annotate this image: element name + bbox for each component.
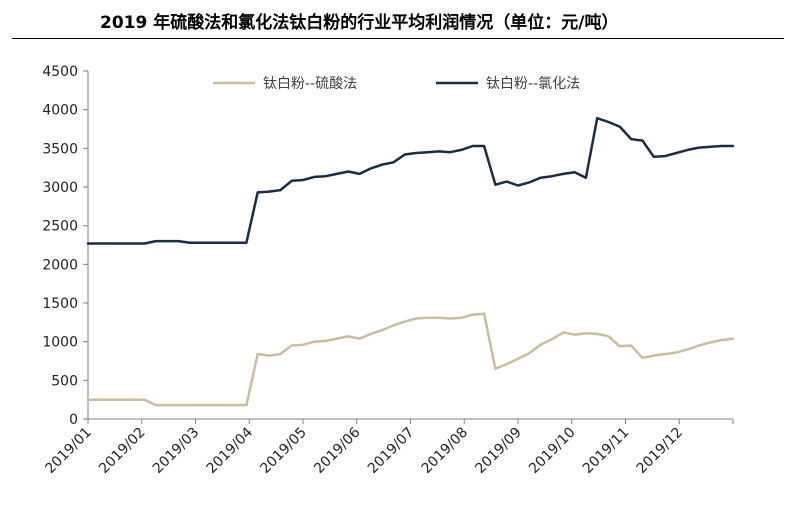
x-tick-label: 2019/03	[150, 425, 202, 477]
y-tick-label: 1500	[42, 296, 78, 312]
legend: 钛白粉--硫酸法 钛白粉--氯化法	[213, 76, 580, 92]
y-tick-label: 3500	[42, 141, 78, 157]
x-tick-label: 2019/09	[472, 425, 524, 477]
x-tick-label: 2019/05	[257, 425, 309, 477]
x-tick-label: 2019/07	[365, 425, 417, 477]
x-tick-label: 2019/10	[526, 425, 578, 477]
y-axis-ticks: 0 500 1000 1500 2000 2500 3000 3500 4000 4500	[42, 64, 88, 428]
y-tick-label: 2500	[42, 219, 78, 235]
series-line-2	[86, 116, 735, 245]
x-tick-label: 2019/04	[204, 424, 257, 477]
x-tick-label: 2019/11	[580, 425, 632, 477]
y-tick-label: 3000	[42, 180, 78, 196]
x-tick-label: 2019/06	[311, 424, 364, 477]
y-tick-label: 4000	[42, 103, 78, 119]
x-tick-label: 2019/01	[42, 425, 94, 477]
y-tick-label: 1000	[42, 335, 78, 351]
legend-label-2: 钛白粉--氯化法	[486, 76, 580, 92]
y-tick-label: 500	[51, 373, 78, 389]
x-tick-label: 2019/12	[634, 425, 686, 477]
y-tick-label: 0	[69, 412, 78, 428]
y-tick-label: 4500	[42, 64, 78, 80]
series-line-1	[86, 312, 735, 407]
legend-label-1: 钛白粉--硫酸法	[263, 76, 357, 92]
chart-title: 2019 年硫酸法和氯化法钛白粉的行业平均利润情况（单位：元/吨）	[100, 13, 619, 33]
series-lines	[86, 116, 735, 407]
x-tick-label: 2019/08	[419, 425, 471, 477]
x-axis-ticks: 2019/01 2019/02 2019/03 2019/04 2019/05 2019/…	[42, 419, 734, 477]
axes	[87, 71, 733, 420]
y-tick-label: 2000	[42, 257, 78, 273]
x-tick-label: 2019/02	[96, 425, 148, 477]
title-divider	[12, 38, 784, 39]
